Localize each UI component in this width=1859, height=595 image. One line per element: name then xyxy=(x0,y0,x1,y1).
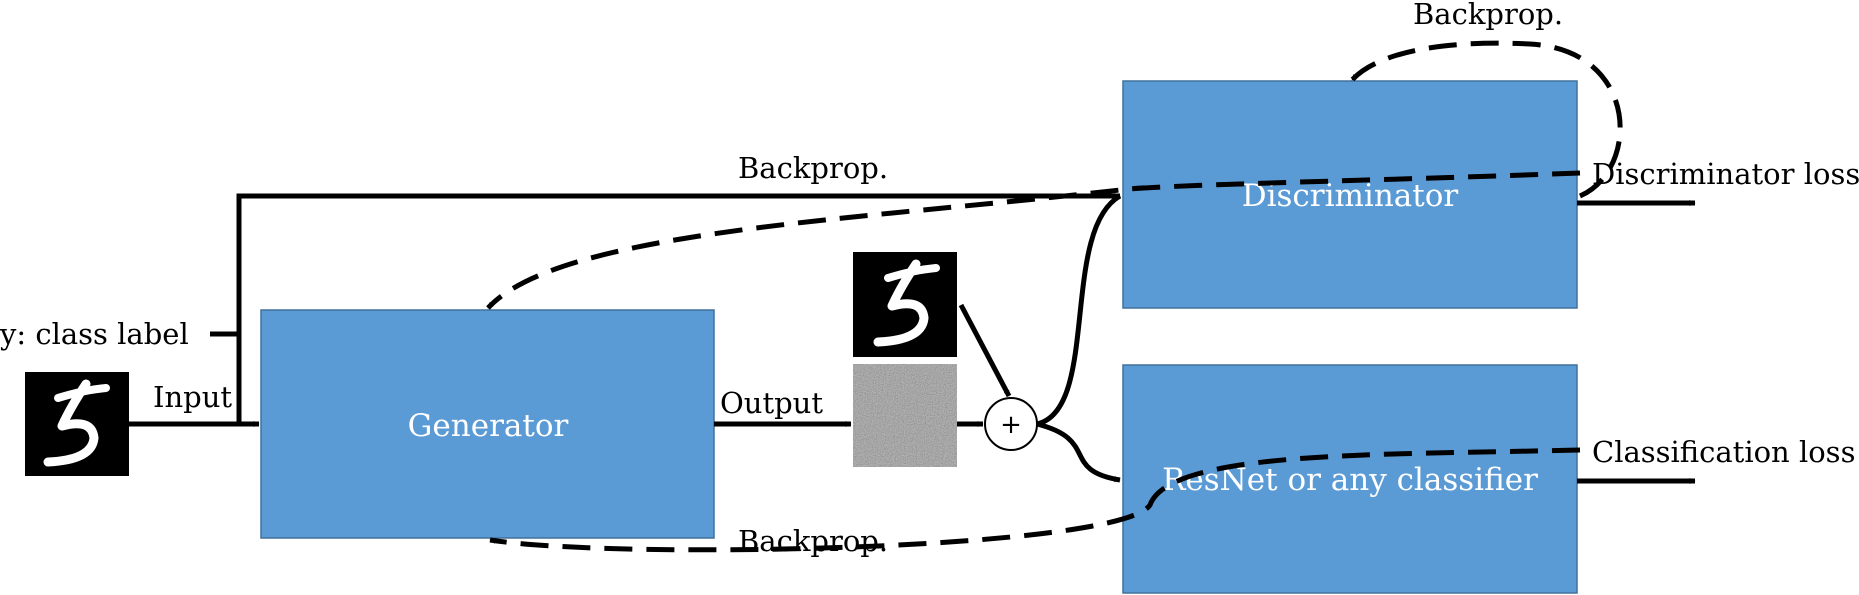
discriminator-box xyxy=(1122,80,1578,309)
discriminator-loss-label: Discriminator loss xyxy=(1592,157,1859,191)
target-to-sum-arrow xyxy=(958,303,1012,398)
input-label: Input xyxy=(153,380,232,414)
target-digit-icon xyxy=(853,252,957,357)
backprop-disc-label: Backprop. xyxy=(1413,0,1563,31)
backprop-bottom-label: Backprop. xyxy=(738,524,888,558)
classification-loss-label: Classification loss xyxy=(1592,435,1855,469)
output-label: Output xyxy=(720,386,823,420)
generator-box xyxy=(260,309,715,539)
sum-to-discriminator-arrow xyxy=(1036,193,1122,427)
sum-node: + xyxy=(984,397,1038,451)
classifier-box xyxy=(1122,364,1578,594)
plus-label: + xyxy=(1000,410,1022,440)
backprop-discriminator-to-generator xyxy=(486,170,1581,310)
class-label-text: y: class label xyxy=(0,317,189,351)
generator-label: Generator xyxy=(408,408,569,444)
backprop-discriminator-loop xyxy=(1350,40,1623,199)
noise-icon xyxy=(853,364,957,467)
class-label-to-discriminator-arrow xyxy=(236,193,1121,424)
input-digit-icon xyxy=(25,372,129,476)
backprop-top-label: Backprop. xyxy=(738,151,888,185)
sum-to-classifier-arrow xyxy=(1036,421,1121,483)
